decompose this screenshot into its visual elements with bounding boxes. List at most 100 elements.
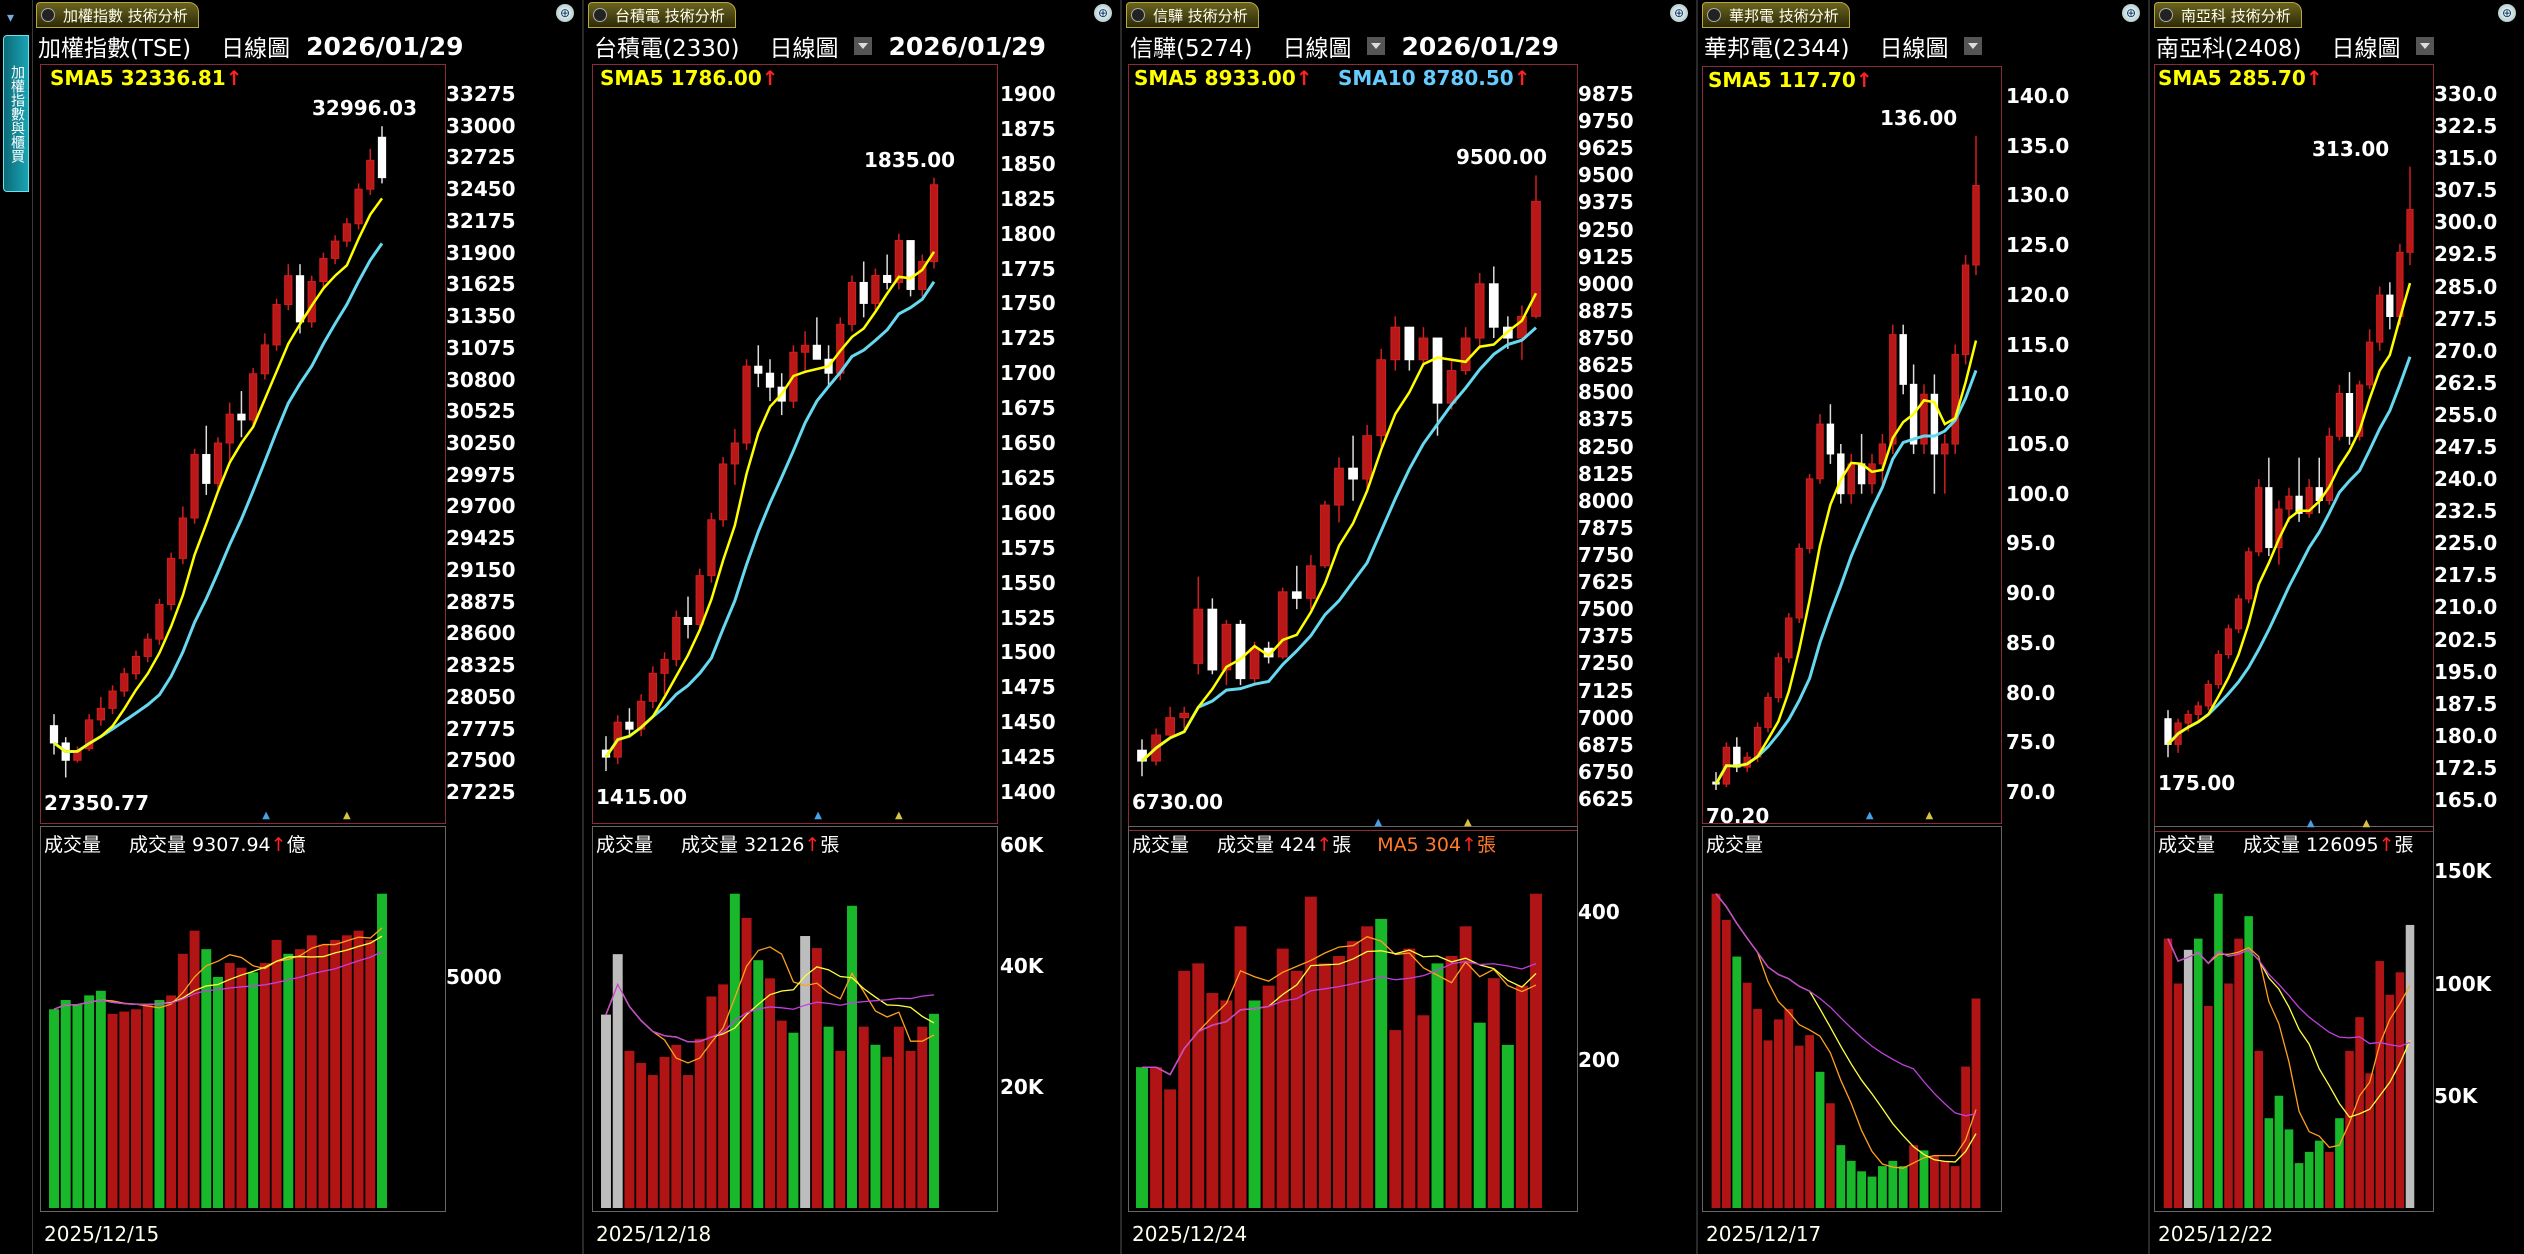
volume-bar <box>1304 896 1317 1208</box>
candle-body <box>1235 623 1246 680</box>
sma-label: SMA5 117.70↑ <box>1708 68 1873 92</box>
panel-tab[interactable]: 華邦電 技術分析 <box>1702 2 1850 28</box>
volume-ma-line <box>1715 893 1977 1117</box>
chart-type-dropdown-icon[interactable] <box>2416 37 2435 55</box>
volume-bar <box>1333 955 1345 1208</box>
volume-bar <box>1318 963 1331 1208</box>
price-tick-label: 307.5 <box>2434 178 2498 203</box>
volume-bar <box>1530 893 1542 1208</box>
candle-body <box>695 575 704 625</box>
volume-bar <box>318 944 329 1208</box>
tab-label: 華邦電 技術分析 <box>1729 6 1839 25</box>
price-tick-label: 1500 <box>1000 640 1056 665</box>
volume-bar <box>1459 926 1472 1208</box>
sma5-line <box>1714 340 1978 785</box>
panel-tab[interactable]: 加權指數 技術分析 <box>36 2 199 28</box>
volume-bar <box>330 939 341 1208</box>
volume-title: 成交量 <box>1132 834 1190 856</box>
volume-bar <box>636 1062 647 1208</box>
sma-value: SMA5 285.70 <box>2158 66 2306 90</box>
volume-bar <box>683 1075 693 1208</box>
panel-tab[interactable]: 信驊 技術分析 <box>1126 2 1259 28</box>
chart-header: 華邦電(2344) 日線圖 <box>1704 28 1983 64</box>
volume-bar <box>1276 948 1289 1208</box>
volume-tick-label: 5000 <box>446 964 502 989</box>
zoom-icon[interactable]: ⊕ <box>556 4 574 22</box>
volume-bar <box>1898 1166 1908 1208</box>
price-tick-label: 33275 <box>446 82 516 106</box>
panel-tab[interactable]: 台積電 技術分析 <box>588 2 736 28</box>
price-tick-label: 1550 <box>1000 570 1056 595</box>
candle-body <box>1165 717 1176 736</box>
candle-body <box>1432 337 1443 404</box>
candle-body <box>1826 423 1835 455</box>
sma-value: SMA5 117.70 <box>1708 68 1856 92</box>
volume-bar <box>295 949 305 1208</box>
volume-bar <box>353 930 364 1208</box>
price-tick-label: 29700 <box>446 494 516 519</box>
candle-body <box>1805 478 1814 549</box>
sma5-line <box>53 197 384 753</box>
high-price-label: 1835.00 <box>864 147 956 172</box>
zoom-icon[interactable]: ⊕ <box>2498 4 2516 22</box>
zoom-icon[interactable]: ⊕ <box>2122 4 2140 22</box>
sma10-line <box>604 280 936 758</box>
chart-type-dropdown-icon[interactable] <box>1964 37 1983 55</box>
sma-value: SMA10 8780.50 <box>1338 66 1514 90</box>
up-arrow-icon: ↑ <box>1295 66 1313 90</box>
candle-body <box>2255 487 2263 553</box>
volume-value: 成交量 424 <box>1217 834 1317 856</box>
volume-bar <box>1375 918 1388 1208</box>
volume-bar <box>107 1013 118 1208</box>
volume-bar <box>2183 949 2193 1208</box>
volume-bar <box>2173 983 2183 1208</box>
sma-label: SMA10 8780.50↑ <box>1338 66 1530 90</box>
volume-bar <box>800 936 811 1208</box>
price-tick-label: 135.0 <box>2006 133 2070 158</box>
volume-bar <box>2375 961 2385 1208</box>
volume-bar <box>788 1032 799 1208</box>
volume-bar <box>2325 1151 2334 1208</box>
candle-body <box>754 365 763 374</box>
volume-bar <box>1773 1019 1783 1208</box>
volume-header: 成交量 成交量 9307.94↑億 <box>44 830 306 857</box>
price-tick-label: 1900 <box>1000 82 1056 106</box>
volume-bar <box>823 1026 834 1208</box>
candle-body <box>847 281 857 325</box>
candle-body <box>143 638 152 657</box>
price-tick-label: 9875 <box>1578 82 1634 106</box>
chart-type-dropdown-icon[interactable] <box>854 37 873 55</box>
zoom-icon[interactable]: ⊕ <box>1670 4 1688 22</box>
candle-body <box>1961 264 1970 356</box>
panel-tab[interactable]: 南亞科 技術分析 <box>2154 2 2302 28</box>
price-tick-label: 105.0 <box>2006 432 2070 456</box>
volume-header: 成交量 成交量 32126↑張 <box>596 830 839 857</box>
collapse-arrow-icon[interactable]: ▾ <box>7 10 15 26</box>
candlestick-chart <box>601 177 939 1208</box>
price-tick-label: 8000 <box>1578 488 1634 513</box>
price-tick-label: 95.0 <box>2006 531 2056 556</box>
chart-header: 南亞科(2408) 日線圖 <box>2156 28 2435 64</box>
volume-bar <box>1178 970 1191 1208</box>
volume-bar <box>2244 916 2253 1208</box>
volume-unit: 張 <box>2394 834 2414 856</box>
price-tick-label: 6875 <box>1578 732 1634 757</box>
sma-value: SMA5 1786.00 <box>600 66 762 90</box>
zoom-icon[interactable]: ⊕ <box>1094 4 1112 22</box>
sidebar-tab-index[interactable]: 加權指數與櫃買 <box>3 35 29 192</box>
start-date-label: 2025/12/22 <box>2158 1222 2274 1246</box>
chart-header: 台積電(2330) 日線圖 2026/01/29 <box>594 28 1046 64</box>
volume-bar <box>1417 1015 1430 1208</box>
candle-body <box>167 557 176 606</box>
volume-bar <box>1164 1089 1177 1208</box>
candle-body <box>2245 551 2253 600</box>
chart-type-dropdown-icon[interactable] <box>1367 37 1386 55</box>
volume-tick-label: 100K <box>2434 971 2492 996</box>
volume-tick-label: 400 <box>1578 899 1620 924</box>
volume-tick-label: 150K <box>2434 859 2492 884</box>
price-tick-label: 8750 <box>1578 326 1634 351</box>
candle-body <box>131 655 141 675</box>
price-tick-label: 1625 <box>1000 465 1056 490</box>
tab-dot-icon <box>1131 8 1145 22</box>
volume-header: 成交量 <box>1706 830 1763 857</box>
